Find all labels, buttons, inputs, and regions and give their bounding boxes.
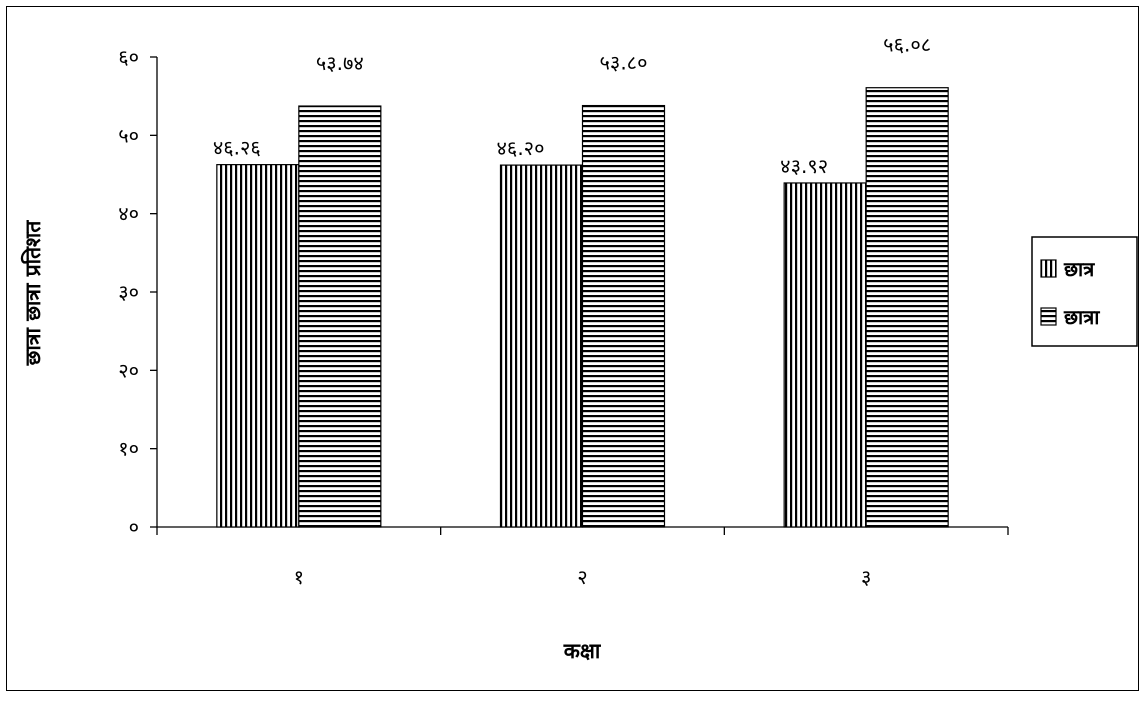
legend: छात्र छात्रा bbox=[1031, 236, 1138, 347]
bar-series1 bbox=[499, 164, 584, 528]
x-axis-ticks: १ २ ३ bbox=[156, 527, 1009, 589]
data-label: ४३.९२ bbox=[780, 154, 828, 178]
x-axis-title: कक्षा bbox=[563, 639, 602, 663]
bar-series1 bbox=[783, 182, 867, 528]
bar-series2 bbox=[865, 87, 949, 528]
y-tick-label: ३० bbox=[118, 280, 139, 304]
y-tick-label: १० bbox=[118, 437, 139, 461]
x-tick-label: १ bbox=[294, 565, 304, 589]
legend-box bbox=[1031, 236, 1138, 347]
y-axis-ticks: ० १० २० ३० ४० ५० ६० bbox=[118, 45, 157, 539]
legend-swatch bbox=[1040, 307, 1057, 326]
legend-swatch bbox=[1040, 259, 1057, 278]
data-label: ५३.७४ bbox=[316, 51, 364, 75]
bar-series2 bbox=[581, 104, 666, 528]
data-labels: ४६.२६ ५३.७४ ४६.२० ५३.८० ४३.९२ ५६.०८ bbox=[213, 33, 931, 178]
bar-series1 bbox=[216, 164, 300, 528]
x-tick-label: २ bbox=[577, 565, 587, 589]
bar-series2 bbox=[298, 105, 382, 528]
data-label: ५३.८० bbox=[600, 51, 648, 75]
data-label: ४६.२० bbox=[497, 136, 545, 160]
x-tick-label: ३ bbox=[861, 565, 871, 589]
y-tick-label: ० bbox=[129, 515, 139, 539]
y-axis-title: छात्रा छात्रा प्रतिशत bbox=[20, 220, 45, 367]
y-tick-label: २० bbox=[118, 358, 139, 382]
data-label: ४६.२६ bbox=[213, 136, 261, 160]
legend-label: छात्रा bbox=[1063, 305, 1100, 329]
y-tick-label: ४० bbox=[118, 202, 139, 226]
y-tick-label: ५० bbox=[118, 123, 139, 147]
y-tick-label: ६० bbox=[118, 45, 139, 69]
legend-label: छात्र bbox=[1063, 257, 1095, 281]
data-label: ५६.०८ bbox=[883, 33, 931, 57]
bars bbox=[216, 87, 949, 528]
